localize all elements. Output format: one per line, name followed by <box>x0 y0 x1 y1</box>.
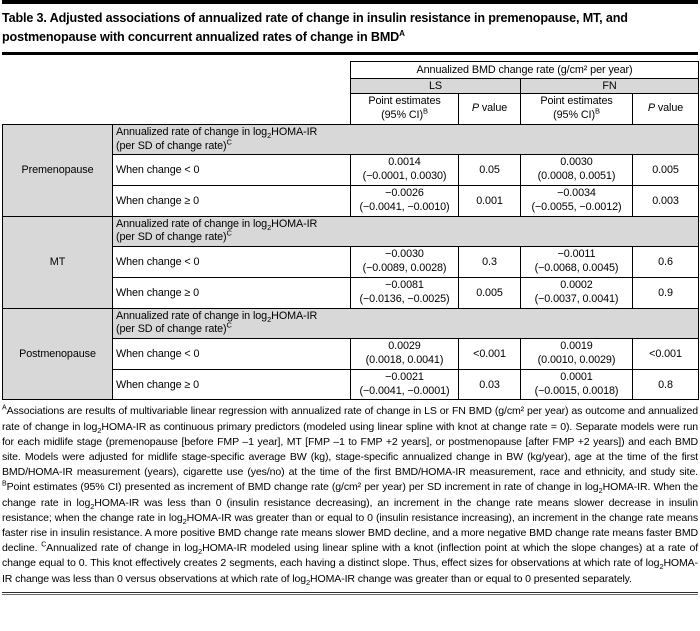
point-estimate: −0.0011 <box>557 248 596 261</box>
point-estimate: −0.0026 <box>385 187 424 200</box>
row-label: When change ≥ 0 <box>112 368 351 401</box>
point-estimate: −0.0034 <box>557 187 596 200</box>
col-header-fn-point-estimates: Point estimates (95% CI)B <box>520 92 633 125</box>
section-mt-predictor-row: MT Annualized rate of change in log2HOMA… <box>2 215 699 309</box>
fn-estimate-cell: −0.0034 (−0.0055, −0.0012) <box>520 185 633 217</box>
confidence-interval: (−0.0089, 0.0028) <box>362 262 447 275</box>
ls-p-value-cell: 0.05 <box>458 154 521 187</box>
header-row-spanner: Annualized BMD change rate (g/cm² per ye… <box>3 60 699 79</box>
table-row: When change < 0 0.0014 (−0.0001, 0.0030) … <box>3 154 699 187</box>
stage-label-postmenopause: Postmenopause <box>2 307 113 401</box>
ls-estimate-cell: −0.0030 (−0.0089, 0.0028) <box>350 246 459 278</box>
col-header-ls-p-value: P value <box>458 92 521 125</box>
confidence-interval: (−0.0068, 0.0045) <box>534 262 619 275</box>
header-row-sites: LS FN <box>3 77 699 94</box>
header-blank-cell <box>3 61 351 78</box>
footnote-marker-b: B <box>2 480 7 488</box>
fn-estimate-cell: −0.0011 (−0.0068, 0.0045) <box>520 246 633 278</box>
col-header-ls: LS <box>350 77 521 94</box>
fn-estimate-cell: 0.0001 (−0.0015, 0.0018) <box>520 368 633 401</box>
ls-estimate-cell: 0.0014 (−0.0001, 0.0030) <box>350 154 459 187</box>
paper-table-figure: Table 3. Adjusted associations of annual… <box>2 0 699 595</box>
fn-p-value-cell: 0.8 <box>632 368 699 401</box>
confidence-interval: (−0.0041, −0.0001) <box>359 384 450 397</box>
ls-p-value-cell: 0.001 <box>458 185 521 217</box>
table-row: When change < 0 0.0029 (0.0018, 0.0041) <… <box>3 338 699 370</box>
confidence-interval: (−0.0001, 0.0030) <box>362 170 447 183</box>
footnote-marker-c: C <box>41 541 47 549</box>
ls-estimate-cell: −0.0026 (−0.0041, −0.0010) <box>350 185 459 217</box>
footnote-a-text: Associations are results of multivariabl… <box>2 405 698 479</box>
fn-estimate-cell: 0.0019 (0.0010, 0.0029) <box>520 338 633 370</box>
point-estimate: −0.0030 <box>385 248 424 261</box>
stage-label-premenopause: Premenopause <box>2 123 113 217</box>
point-estimate: 0.0019 <box>560 340 593 353</box>
header-row-measures: Point estimates (95% CI)B P value Point e… <box>3 92 699 125</box>
fn-p-value-cell: 0.005 <box>632 154 699 187</box>
row-label: When change ≥ 0 <box>112 185 351 217</box>
predictor-label: Annualized rate of change in log2HOMA-IR… <box>112 123 699 156</box>
confidence-interval: (−0.0136, −0.0025) <box>359 292 450 305</box>
fn-p-value-cell: 0.6 <box>632 246 699 278</box>
point-estimate: 0.0029 <box>388 340 421 353</box>
table-row: When change ≥ 0 −0.0026 (−0.0041, −0.0010… <box>3 185 699 217</box>
fn-p-value-cell: 0.003 <box>632 185 699 217</box>
col-header-fn: FN <box>520 77 699 94</box>
top-rule <box>2 0 698 4</box>
ls-estimate-cell: 0.0029 (0.0018, 0.0041) <box>350 338 459 370</box>
confidence-interval: (0.0018, 0.0041) <box>365 353 444 366</box>
fn-p-value-cell: 0.9 <box>632 276 699 309</box>
col-header-ls-point-estimates: Point estimates (95% CI)B <box>350 92 459 125</box>
predictor-label: Annualized rate of change in log2HOMA-IR… <box>112 307 699 340</box>
confidence-interval: (−0.0055, −0.0012) <box>531 200 622 213</box>
table-row: When change ≥ 0 −0.0021 (−0.0041, −0.0001… <box>3 368 699 401</box>
stage-label-mt: MT <box>2 215 113 309</box>
ls-p-value-cell: <0.001 <box>458 338 521 370</box>
row-label: When change < 0 <box>112 154 351 187</box>
ls-estimate-cell: −0.0021 (−0.0041, −0.0001) <box>350 368 459 401</box>
predictor-label: Annualized rate of change in log2HOMA-IR… <box>112 215 699 248</box>
confidence-interval: (0.0010, 0.0029) <box>537 353 616 366</box>
row-label: When change < 0 <box>112 338 351 370</box>
table-row: When change ≥ 0 −0.0081 (−0.0136, −0.0025… <box>3 276 699 309</box>
header-blank-cell <box>3 78 351 93</box>
fn-estimate-cell: 0.0002 (−0.0037, 0.0041) <box>520 276 633 309</box>
point-estimate: 0.0030 <box>560 156 593 169</box>
ls-p-value-cell: 0.3 <box>458 246 521 278</box>
confidence-interval: (−0.0015, 0.0018) <box>534 384 619 397</box>
footnote-marker-a: A <box>2 404 7 412</box>
footnotes-block: AAssociations are results of multivariab… <box>2 400 698 586</box>
bottom-rule <box>2 591 698 595</box>
ls-p-value-cell: 0.005 <box>458 276 521 309</box>
fn-estimate-cell: 0.0030 (0.0008, 0.0051) <box>520 154 633 187</box>
title-divider-rule <box>2 51 698 55</box>
section-postmenopause-predictor-row: Postmenopause Annualized rate of change … <box>2 307 699 401</box>
point-estimate: 0.0001 <box>560 370 593 383</box>
results-table: Annualized BMD change rate (g/cm² per ye… <box>2 60 699 401</box>
confidence-interval: (0.0008, 0.0051) <box>537 170 616 183</box>
point-estimate: 0.0002 <box>560 278 593 291</box>
ls-p-value-cell: 0.03 <box>458 368 521 401</box>
table-title: Table 3. Adjusted associations of annual… <box>2 11 628 44</box>
ls-estimate-cell: −0.0081 (−0.0136, −0.0025) <box>350 276 459 309</box>
point-estimate: −0.0081 <box>385 278 424 291</box>
confidence-interval: (−0.0041, −0.0010) <box>359 200 450 213</box>
point-estimate: 0.0014 <box>388 156 421 169</box>
row-label: When change < 0 <box>112 246 351 278</box>
col-header-fn-p-value: P value <box>632 92 699 125</box>
footnote-c-text: Annualized rate of change in log2HOMA-IR… <box>2 542 699 587</box>
header-blank-cell <box>3 93 351 124</box>
confidence-interval: (−0.0037, 0.0041) <box>534 292 619 305</box>
point-estimate: −0.0021 <box>385 370 424 383</box>
fn-p-value-cell: <0.001 <box>632 338 699 370</box>
footnote-b-text: Point estimates (95% CI) presented as in… <box>2 481 698 555</box>
row-label: When change ≥ 0 <box>112 276 351 309</box>
section-premenopause-predictor-row: Premenopause Annualized rate of change i… <box>2 123 699 217</box>
bmd-change-rate-spanner: Annualized BMD change rate (g/cm² per ye… <box>350 60 699 79</box>
